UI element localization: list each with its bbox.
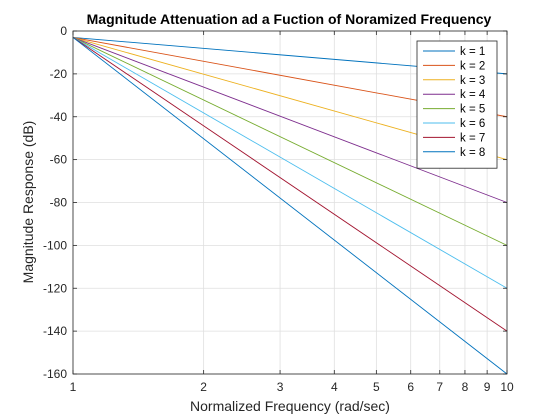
x-tick-label: 5	[373, 380, 380, 394]
legend-label: k = 2	[460, 60, 485, 72]
legend-label: k = 4	[460, 89, 486, 101]
y-tick-label: 0	[60, 24, 67, 38]
y-tick-label: -160	[43, 367, 67, 381]
y-tick-label: -120	[43, 281, 67, 295]
series-line-k8	[72, 37, 508, 375]
y-tick-label: -20	[50, 67, 68, 81]
x-tick-label: 9	[484, 380, 491, 394]
legend-label: k = 5	[460, 104, 485, 116]
x-tick-label: 6	[407, 380, 414, 394]
legend-label: k = 6	[460, 118, 485, 130]
x-tick-label: 3	[277, 380, 284, 394]
chart-title: Magnitude Attenuation ad a Fuction of No…	[87, 11, 492, 27]
y-tick-label: -140	[43, 324, 67, 338]
y-tick-label: -40	[50, 110, 68, 124]
y-tick-label: -80	[50, 196, 68, 210]
x-tick-label: 4	[331, 380, 338, 394]
legend: k = 1 k = 2 k = 3 k = 4 k = 5 k = 6 k = 7 k = 8	[416, 40, 498, 169]
legend-label: k = 8	[460, 147, 485, 159]
y-axis-label: Magnitude Response (dB)	[20, 121, 36, 284]
y-tick-label: -60	[50, 153, 68, 167]
legend-label: k = 1	[460, 46, 485, 58]
series-line-k7	[72, 37, 508, 332]
x-axis-label: Normalized Frequency (rad/sec)	[190, 398, 390, 414]
series-line-k4	[72, 37, 508, 203]
legend-label: k = 3	[460, 75, 485, 87]
legend-label: k = 7	[460, 132, 485, 144]
ticks	[72, 30, 508, 375]
series-line-k5	[72, 37, 508, 246]
y-tick-label: -100	[43, 238, 67, 252]
x-tick-label: 2	[200, 380, 207, 394]
legend-box	[416, 40, 498, 169]
tick-labels: 1 2 3 4 5 6 7 8 9 10 0 -20 -40 -60 -80 -100 -120 -140 -160	[43, 24, 514, 394]
x-tick-label: 1	[70, 380, 77, 394]
x-tick-label: 10	[500, 380, 514, 394]
series-line-k6	[72, 37, 508, 289]
x-tick-label: 8	[462, 380, 469, 394]
x-tick-label: 7	[436, 380, 443, 394]
